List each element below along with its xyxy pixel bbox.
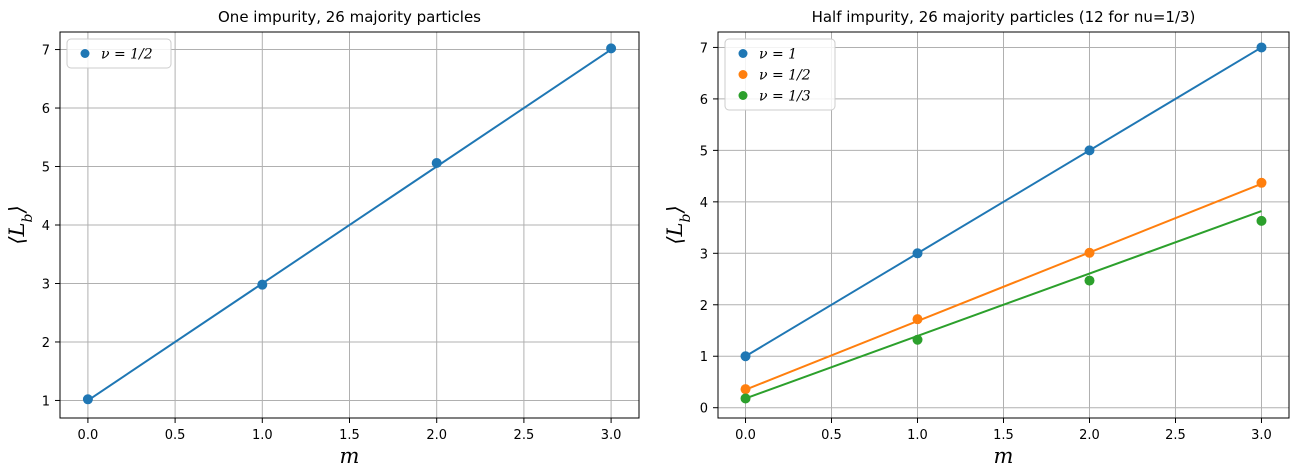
x-tick-label: 1.0 [907, 428, 928, 443]
y-tick-label: 3 [700, 247, 708, 262]
data-point [431, 158, 442, 169]
x-tick-label: 0.0 [735, 428, 756, 443]
grid [60, 32, 639, 418]
x-tick-label: 1.0 [252, 428, 273, 443]
series-2 [740, 177, 1267, 395]
legend-label: ν = 1/3 [759, 89, 811, 105]
fit-line [745, 182, 1262, 391]
series-3 [740, 210, 1267, 404]
data-point [1084, 145, 1095, 156]
legend-label: ν = 1/2 [101, 47, 153, 63]
data-point [606, 43, 617, 54]
x-tick-label: 1.5 [339, 428, 360, 443]
axis-ticks: 0.0 0.5 1.0 1.5 2.0 2.5 3.0 0 1 2 3 4 5 6 7 [700, 41, 1272, 443]
legend-box [724, 38, 836, 111]
x-tick-label: 2.0 [1079, 428, 1100, 443]
y-tick-label: 2 [700, 299, 708, 314]
data-point [1256, 215, 1267, 226]
data-point [1256, 42, 1267, 53]
chart-title: Half impurity, 26 majority particles (12… [812, 8, 1196, 26]
data-point [740, 393, 751, 404]
legend-marker [738, 49, 748, 58]
y-tick-label: 7 [42, 44, 50, 59]
y-tick-label: 3 [42, 277, 50, 292]
data-point [740, 351, 751, 362]
axis-ticks: 0.0 0.5 1.0 1.5 2.0 2.5 3.0 1 2 3 4 5 6 7 [42, 44, 622, 443]
data-point [912, 248, 923, 259]
data-point [82, 394, 93, 405]
x-tick-label: 2.5 [1165, 428, 1186, 443]
legend: ν = 1 ν = 1/2 ν = 1/3 [724, 38, 836, 111]
y-tick-label: 0 [700, 402, 708, 417]
data-point [912, 314, 923, 325]
fit-line [745, 210, 1262, 400]
x-axis-label: m [340, 444, 360, 466]
x-tick-label: 0.5 [821, 428, 842, 443]
x-tick-label: 0.0 [78, 428, 99, 443]
y-tick-label: 2 [42, 336, 50, 351]
y-tick-label: 6 [42, 102, 50, 117]
x-axis-label: m [994, 444, 1014, 466]
data-point [912, 334, 923, 345]
y-tick-label: 6 [700, 93, 708, 108]
x-tick-label: 3.0 [1251, 428, 1272, 443]
fit-line [745, 46, 1262, 358]
legend-marker [80, 49, 90, 58]
fit-line [87, 48, 612, 402]
y-axis-label: ⟨Lb⟩ [5, 205, 36, 244]
x-tick-label: 3.0 [601, 428, 622, 443]
y-tick-label: 1 [700, 350, 708, 365]
y-tick-label: 4 [700, 196, 708, 211]
x-tick-label: 0.5 [165, 428, 186, 443]
x-tick-label: 2.5 [514, 428, 535, 443]
legend-marker [738, 70, 748, 79]
series-1 [740, 42, 1267, 362]
y-axis-label: ⟨Lb⟩ [663, 205, 694, 244]
legend-box [66, 38, 172, 69]
data-point [1084, 247, 1095, 258]
data-point [1256, 177, 1267, 188]
chart-left: One impurity, 26 majority particles m ⟨L… [5, 8, 640, 466]
x-tick-label: 1.5 [993, 428, 1014, 443]
y-tick-label: 1 [42, 394, 50, 409]
y-tick-label: 4 [42, 219, 50, 234]
series-1 [82, 43, 617, 405]
data-point [1084, 275, 1095, 286]
chart-right: Half impurity, 26 majority particles (12… [663, 8, 1290, 466]
chart-title: One impurity, 26 majority particles [218, 8, 481, 26]
y-tick-label: 5 [42, 161, 50, 176]
legend: ν = 1/2 [66, 38, 172, 69]
y-tick-label: 5 [700, 144, 708, 159]
x-tick-label: 2.0 [426, 428, 447, 443]
legend-marker [738, 91, 748, 100]
legend-label: ν = 1 [759, 47, 797, 63]
data-point [257, 279, 268, 290]
data-point [740, 384, 751, 395]
legend-label: ν = 1/2 [759, 68, 811, 84]
y-tick-label: 7 [700, 41, 708, 56]
